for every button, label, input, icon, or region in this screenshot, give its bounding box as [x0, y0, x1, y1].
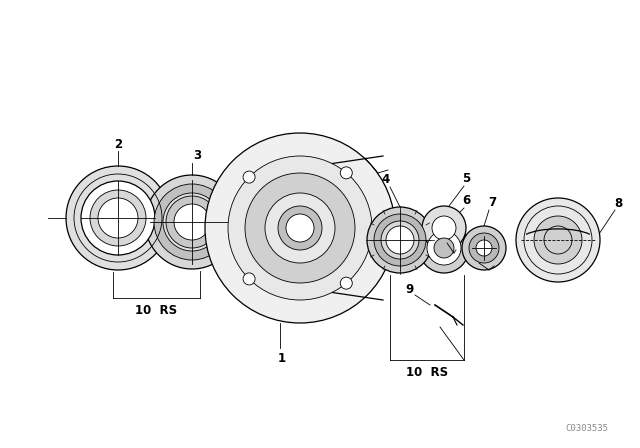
Circle shape [228, 156, 372, 300]
Circle shape [476, 240, 492, 256]
Text: 2: 2 [114, 138, 122, 151]
Circle shape [386, 226, 414, 254]
Circle shape [340, 167, 352, 179]
Circle shape [367, 207, 433, 273]
Text: 5: 5 [462, 172, 470, 185]
Circle shape [516, 198, 600, 282]
Circle shape [381, 221, 419, 259]
Circle shape [166, 196, 218, 248]
Circle shape [265, 193, 335, 263]
Text: 8: 8 [614, 197, 622, 210]
Text: 10  RS: 10 RS [135, 303, 177, 316]
Circle shape [245, 173, 355, 283]
Circle shape [66, 166, 170, 270]
Text: 10  RS: 10 RS [406, 366, 448, 379]
Circle shape [205, 133, 395, 323]
Circle shape [432, 216, 456, 240]
Circle shape [534, 216, 582, 264]
Circle shape [145, 175, 239, 269]
Circle shape [434, 238, 454, 258]
Circle shape [422, 206, 466, 250]
Circle shape [174, 204, 210, 240]
Text: 6: 6 [462, 194, 470, 207]
Text: 4: 4 [382, 172, 390, 185]
Circle shape [66, 166, 170, 270]
Circle shape [516, 198, 600, 282]
Circle shape [154, 184, 230, 260]
Circle shape [374, 214, 426, 266]
Text: 7: 7 [488, 195, 496, 208]
Text: C0303535: C0303535 [565, 423, 608, 432]
Circle shape [469, 233, 499, 263]
Circle shape [145, 175, 239, 269]
Text: 9: 9 [405, 283, 413, 296]
Circle shape [286, 214, 314, 242]
Circle shape [205, 133, 395, 323]
Circle shape [340, 277, 352, 289]
Circle shape [243, 171, 255, 183]
Circle shape [163, 193, 221, 251]
Circle shape [462, 226, 506, 270]
Circle shape [419, 223, 469, 273]
Circle shape [90, 190, 146, 246]
Circle shape [278, 206, 322, 250]
Circle shape [81, 181, 155, 255]
Circle shape [243, 273, 255, 285]
Circle shape [98, 198, 138, 238]
Circle shape [427, 231, 461, 265]
Text: 1: 1 [278, 352, 286, 365]
Circle shape [367, 207, 433, 273]
Text: 3: 3 [193, 148, 201, 161]
